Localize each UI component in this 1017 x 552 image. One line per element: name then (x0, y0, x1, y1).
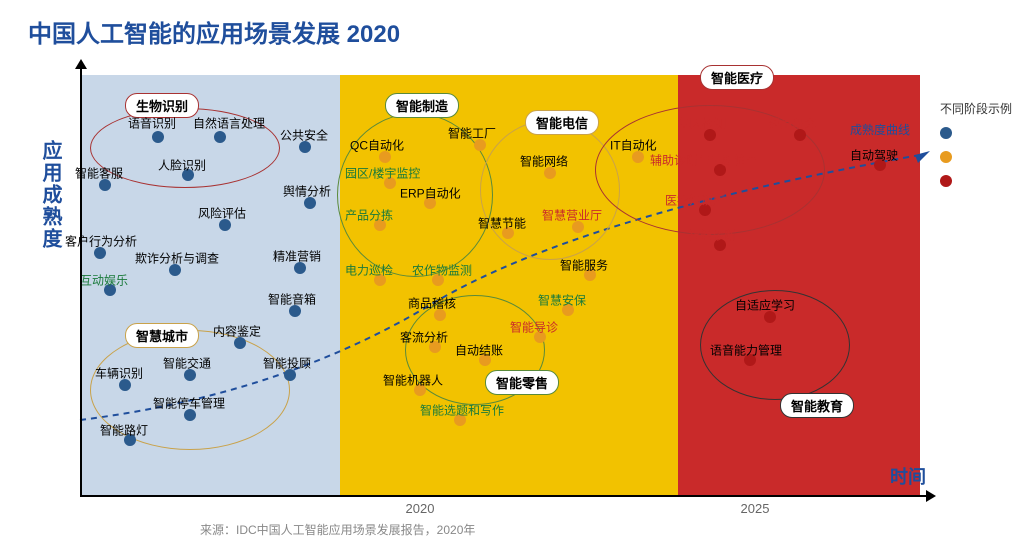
dot-label-16: 舆情分析 (283, 183, 331, 200)
dot-label-39: 辅助诊断与早期筛查 (650, 152, 758, 169)
dot-label-15: 公共安全 (280, 127, 328, 144)
dot-label-34: 智慧安保 (538, 292, 586, 309)
legend-dot-2 (940, 175, 952, 187)
x-tick-0: 2020 (406, 501, 435, 516)
dot-label-7: 互动娱乐 (80, 272, 128, 289)
cluster-ellipse-3 (480, 120, 620, 260)
dot-label-6: 欺诈分析与调查 (135, 250, 219, 267)
dot-label-33: 智能服务 (560, 257, 608, 274)
x-arrow (926, 490, 936, 502)
dot-label-40: 医疗知识库 (665, 192, 725, 209)
dot-label-9: 车辆识别 (95, 365, 143, 382)
curve-label: 成熟度曲线 (850, 121, 910, 138)
dot-0 (152, 131, 164, 143)
dot-label-44: 自动驾驶 (850, 147, 898, 164)
legend-item-2 (940, 173, 1012, 187)
dot-label-43: 语音能力管理 (710, 342, 782, 359)
dot-label-25: 客流分析 (400, 329, 448, 346)
dot-label-5: 客户行为分析 (65, 233, 137, 250)
dot-label-13: 智能投顾 (263, 355, 311, 372)
dot-label-38: 药品研究 (768, 115, 816, 132)
dot-label-1: 自然语言处理 (193, 115, 265, 132)
dot-label-32: 智慧营业厅 (542, 207, 602, 224)
dot-label-28: 智能选题和写作 (420, 402, 504, 419)
legend-dot-1 (940, 151, 952, 163)
legend-item-1 (940, 149, 1012, 163)
dot-label-24: 商品稽核 (408, 295, 456, 312)
dot-label-21: ERP自动化 (400, 185, 461, 202)
dot-label-22: 电力巡检 (345, 262, 393, 279)
dot-label-0: 语音识别 (128, 115, 176, 132)
dot-label-41: 智能诊断 (688, 227, 736, 244)
dot-label-29: 智能工厂 (448, 125, 496, 142)
cluster-label-3: 智能电信 (525, 110, 599, 135)
chart-area: 生物识别智慧城市智能制造智能电信智能零售智能医疗智能教育语音识别自然语言处理人脸… (80, 75, 920, 495)
cluster-label-4: 智能零售 (485, 370, 559, 395)
dot-label-11: 智能停车管理 (153, 395, 225, 412)
page-title: 中国人工智能的应用场景发展 2020 (28, 14, 400, 49)
cluster-label-2: 智能制造 (385, 93, 459, 118)
dot-label-4: 风险评估 (198, 205, 246, 222)
dot-label-14: 智能音箱 (268, 291, 316, 308)
dot-label-3: 智能客服 (75, 165, 123, 182)
dot-label-17: 精准营销 (273, 248, 321, 265)
dot-label-18: QC自动化 (350, 137, 404, 154)
dot-label-2: 人脸识别 (158, 157, 206, 174)
dot-1 (214, 131, 226, 143)
legend: 不同阶段示例 (940, 100, 1012, 197)
x-axis-label: 时间 (890, 463, 926, 489)
source-text: 来源：IDC中国人工智能应用场景发展报告，2020年 (200, 521, 475, 538)
dot-label-27: 智能机器人 (383, 372, 443, 389)
cluster-label-5: 智能医疗 (700, 65, 774, 90)
y-axis (80, 67, 82, 495)
x-axis (80, 495, 928, 497)
dot-label-35: 智能导诊 (510, 319, 558, 336)
legend-item-0 (940, 125, 1012, 139)
dot-label-26: 自动结账 (455, 342, 503, 359)
dot-label-8: 内容鉴定 (213, 323, 261, 340)
dot-label-31: 智能网络 (520, 153, 568, 170)
dot-label-42: 自适应学习 (735, 297, 795, 314)
cluster-label-6: 智能教育 (780, 393, 854, 418)
dot-label-10: 智能交通 (163, 355, 211, 372)
legend-title: 不同阶段示例 (940, 100, 1012, 117)
cluster-label-1: 智慧城市 (125, 323, 199, 348)
x-tick-1: 2025 (741, 501, 770, 516)
y-arrow (75, 59, 87, 69)
dot-label-23: 农作物监测 (412, 262, 472, 279)
dot-label-20: 产品分拣 (345, 207, 393, 224)
dot-label-19: 园区/楼宇监控 (345, 165, 420, 182)
dot-label-37: 基因检测 (678, 115, 726, 132)
y-axis-label: 应用成熟度 (36, 140, 65, 250)
legend-dot-0 (940, 127, 952, 139)
dot-label-30: 智慧节能 (478, 215, 526, 232)
dot-label-12: 智能路灯 (100, 422, 148, 439)
